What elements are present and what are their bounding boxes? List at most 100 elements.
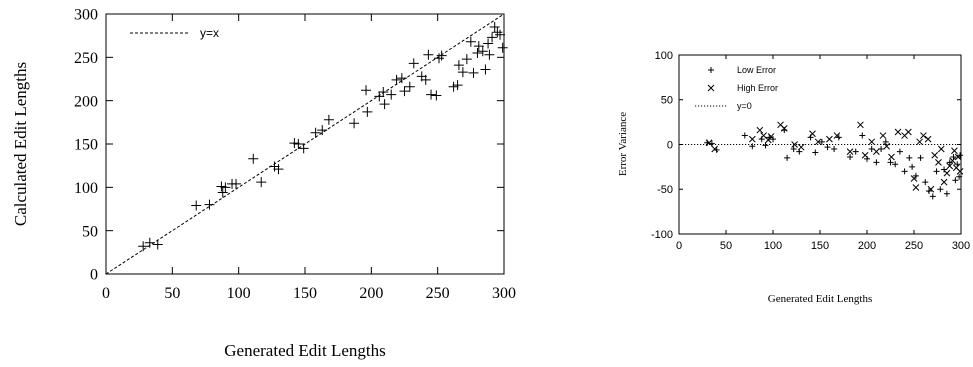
- data-point: [929, 193, 936, 200]
- data-point: [480, 64, 491, 75]
- data-point: [873, 159, 880, 166]
- data-point: [956, 167, 964, 175]
- y-tick-label: 250: [74, 50, 98, 67]
- data-point: [784, 154, 791, 161]
- y-tick-label: 100: [655, 50, 673, 62]
- x-axis-label: Generated Edit Lengths: [224, 341, 385, 360]
- y-tick-label: 0: [90, 267, 98, 284]
- data-point: [497, 42, 508, 53]
- data-point: [379, 99, 390, 110]
- data-point: [906, 154, 913, 161]
- x-tick-label: 100: [227, 285, 251, 302]
- axis-ticks: 0 50 100 150 200 250 300 0 50 100 150 200 250 300: [74, 7, 516, 302]
- data-point: [826, 135, 833, 143]
- x-tick-label: 300: [952, 240, 970, 252]
- data-point: [767, 133, 775, 140]
- data-point: [483, 38, 494, 49]
- data-point: [472, 48, 483, 58]
- y-tick-label: 50: [82, 223, 98, 240]
- data-point: [873, 148, 880, 156]
- y-axis-label: Calculated Edit Lengths: [11, 62, 30, 226]
- reference-line: [105, 13, 505, 275]
- data-point: [814, 138, 822, 146]
- data-point: [362, 106, 373, 117]
- data-point: [924, 135, 932, 143]
- legend-marker-sample: [707, 84, 715, 92]
- data-point: [217, 187, 228, 198]
- data-point: [831, 145, 838, 152]
- data-point: [937, 145, 945, 153]
- data-point: [859, 132, 866, 139]
- data-point: [220, 182, 231, 193]
- data-point: [495, 29, 506, 40]
- data-point: [256, 177, 267, 188]
- data-point: [809, 130, 816, 138]
- data-point: [231, 178, 242, 189]
- x-tick-label: 0: [102, 285, 110, 302]
- axis-ticks: 0 50 100 150 200 250 300 -100 -50 0 50 100: [651, 50, 970, 252]
- data-point: [391, 74, 402, 85]
- x-tick-label: 150: [811, 240, 829, 252]
- data-point: [912, 172, 919, 179]
- data-point: [883, 142, 891, 150]
- data-point: [144, 237, 155, 248]
- error-variance-scatter-chart: 0 50 100 150 200 250 300 -100 -50 0 50 100 Low Erro…: [617, 50, 970, 305]
- data-points: [704, 121, 964, 200]
- y-tick-label: 200: [74, 93, 98, 110]
- legend-entry-label: y=0: [737, 101, 752, 111]
- data-point: [909, 163, 916, 170]
- data-point: [894, 128, 902, 136]
- data-point: [204, 199, 215, 210]
- data-point: [269, 161, 280, 172]
- data-point: [477, 46, 488, 57]
- legend: y=x: [130, 26, 219, 40]
- data-point: [457, 67, 468, 78]
- data-point: [378, 87, 389, 97]
- data-point: [323, 114, 334, 125]
- data-point: [191, 200, 202, 211]
- data-point: [762, 142, 769, 149]
- data-point: [905, 128, 912, 136]
- data-point: [705, 139, 713, 147]
- x-axis-label: Generated Edit Lengths: [768, 293, 872, 305]
- data-point: [489, 22, 500, 32]
- data-point: [216, 181, 227, 192]
- data-point: [298, 143, 309, 154]
- data-point: [846, 148, 854, 156]
- data-point: [797, 143, 805, 151]
- data-point: [770, 136, 776, 143]
- data-point: [954, 153, 962, 161]
- data-point: [396, 73, 407, 84]
- data-point: [492, 27, 503, 38]
- data-point: [399, 86, 410, 97]
- data-points: [138, 22, 508, 252]
- data-point: [749, 143, 756, 150]
- data-point: [922, 179, 929, 186]
- data-point: [943, 190, 950, 197]
- data-point: [818, 138, 825, 145]
- data-point: [748, 135, 756, 143]
- legend-entry-label: High Error: [737, 83, 778, 93]
- data-point: [780, 125, 788, 132]
- data-point: [956, 173, 963, 180]
- data-point: [423, 49, 434, 60]
- x-tick-label: 50: [720, 240, 732, 252]
- data-point: [949, 157, 956, 164]
- data-point: [868, 138, 876, 146]
- data-point: [461, 54, 472, 65]
- data-point: [764, 136, 772, 144]
- y-tick-label: 100: [74, 180, 98, 197]
- data-point: [431, 90, 442, 101]
- data-point: [436, 50, 447, 61]
- x-tick-label: 150: [293, 285, 317, 302]
- data-point: [912, 184, 920, 191]
- data-point: [361, 85, 372, 96]
- data-point: [420, 74, 431, 85]
- x-tick-label: 200: [359, 285, 383, 302]
- data-point: [946, 159, 953, 166]
- data-point: [861, 151, 869, 159]
- y-tick-label: -100: [651, 229, 673, 241]
- data-point: [833, 132, 841, 139]
- data-point: [888, 153, 895, 161]
- x-tick-label: 100: [764, 240, 782, 252]
